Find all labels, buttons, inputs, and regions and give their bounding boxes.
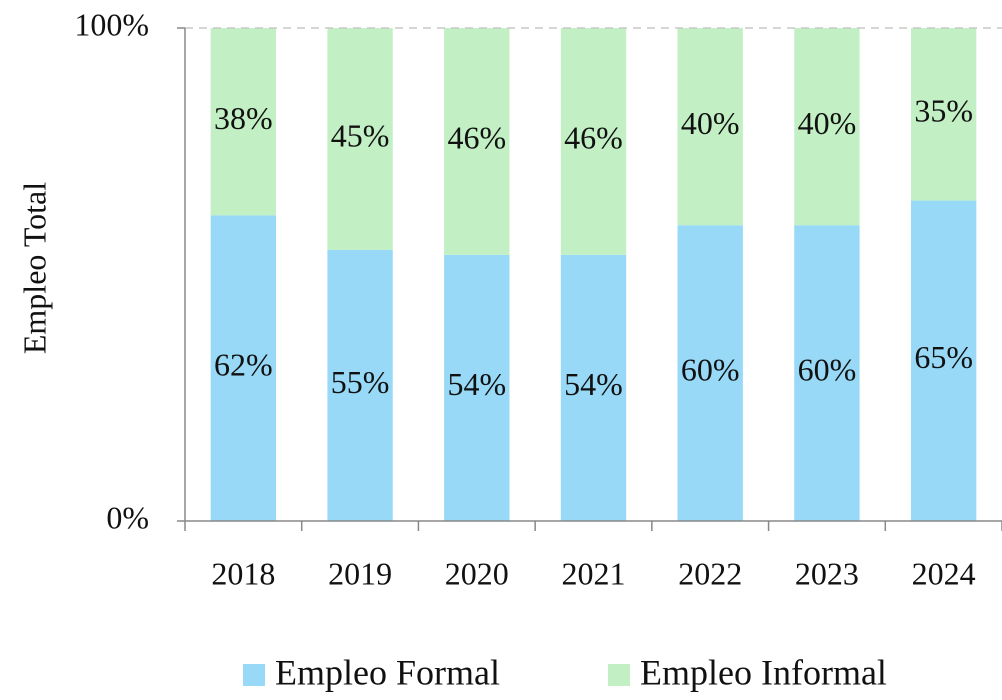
bar-segment — [327, 249, 393, 521]
bar-segment — [327, 28, 393, 250]
bar-segment — [910, 28, 977, 201]
data-label: 46% — [564, 120, 623, 156]
bar-segment — [677, 225, 743, 521]
data-label: 45% — [331, 117, 390, 153]
x-tick-label: 2018 — [211, 555, 275, 591]
legend-label: Empleo Informal — [640, 652, 887, 692]
data-label: 54% — [564, 366, 623, 402]
data-label: 40% — [798, 105, 857, 141]
data-label: 60% — [798, 351, 857, 387]
y-axis-title: Empleo Total — [16, 182, 52, 354]
data-label: 35% — [914, 93, 973, 129]
bar-segment — [794, 225, 860, 521]
data-label: 65% — [914, 339, 973, 375]
x-tick-label: 2021 — [562, 555, 626, 591]
data-label: 38% — [214, 100, 273, 136]
bar-segment — [560, 28, 627, 255]
y-tick-label: 100% — [74, 6, 149, 42]
legend-swatch — [608, 664, 630, 686]
x-tick-label: 2022 — [678, 555, 742, 591]
data-label: 62% — [214, 347, 273, 383]
legend-label: Empleo Formal — [275, 652, 500, 692]
bar-segment — [794, 28, 860, 226]
data-label: 40% — [681, 105, 740, 141]
bar-segment — [444, 28, 510, 255]
bar-segment — [210, 28, 277, 216]
data-label: 60% — [681, 351, 740, 387]
y-tick-label: 0% — [106, 499, 149, 535]
data-label: 54% — [447, 366, 506, 402]
x-tick-label: 2019 — [328, 555, 392, 591]
data-label: 55% — [331, 364, 390, 400]
bar-segment — [210, 215, 277, 521]
x-tick-label: 2023 — [795, 555, 859, 591]
legend-swatch — [243, 664, 265, 686]
bar-segment — [677, 28, 743, 226]
x-tick-label: 2020 — [445, 555, 509, 591]
data-label: 46% — [447, 120, 506, 156]
bar-segment — [560, 254, 627, 521]
x-tick-label: 2024 — [912, 555, 976, 591]
bar-segment — [910, 200, 977, 522]
bar-segment — [444, 254, 510, 521]
